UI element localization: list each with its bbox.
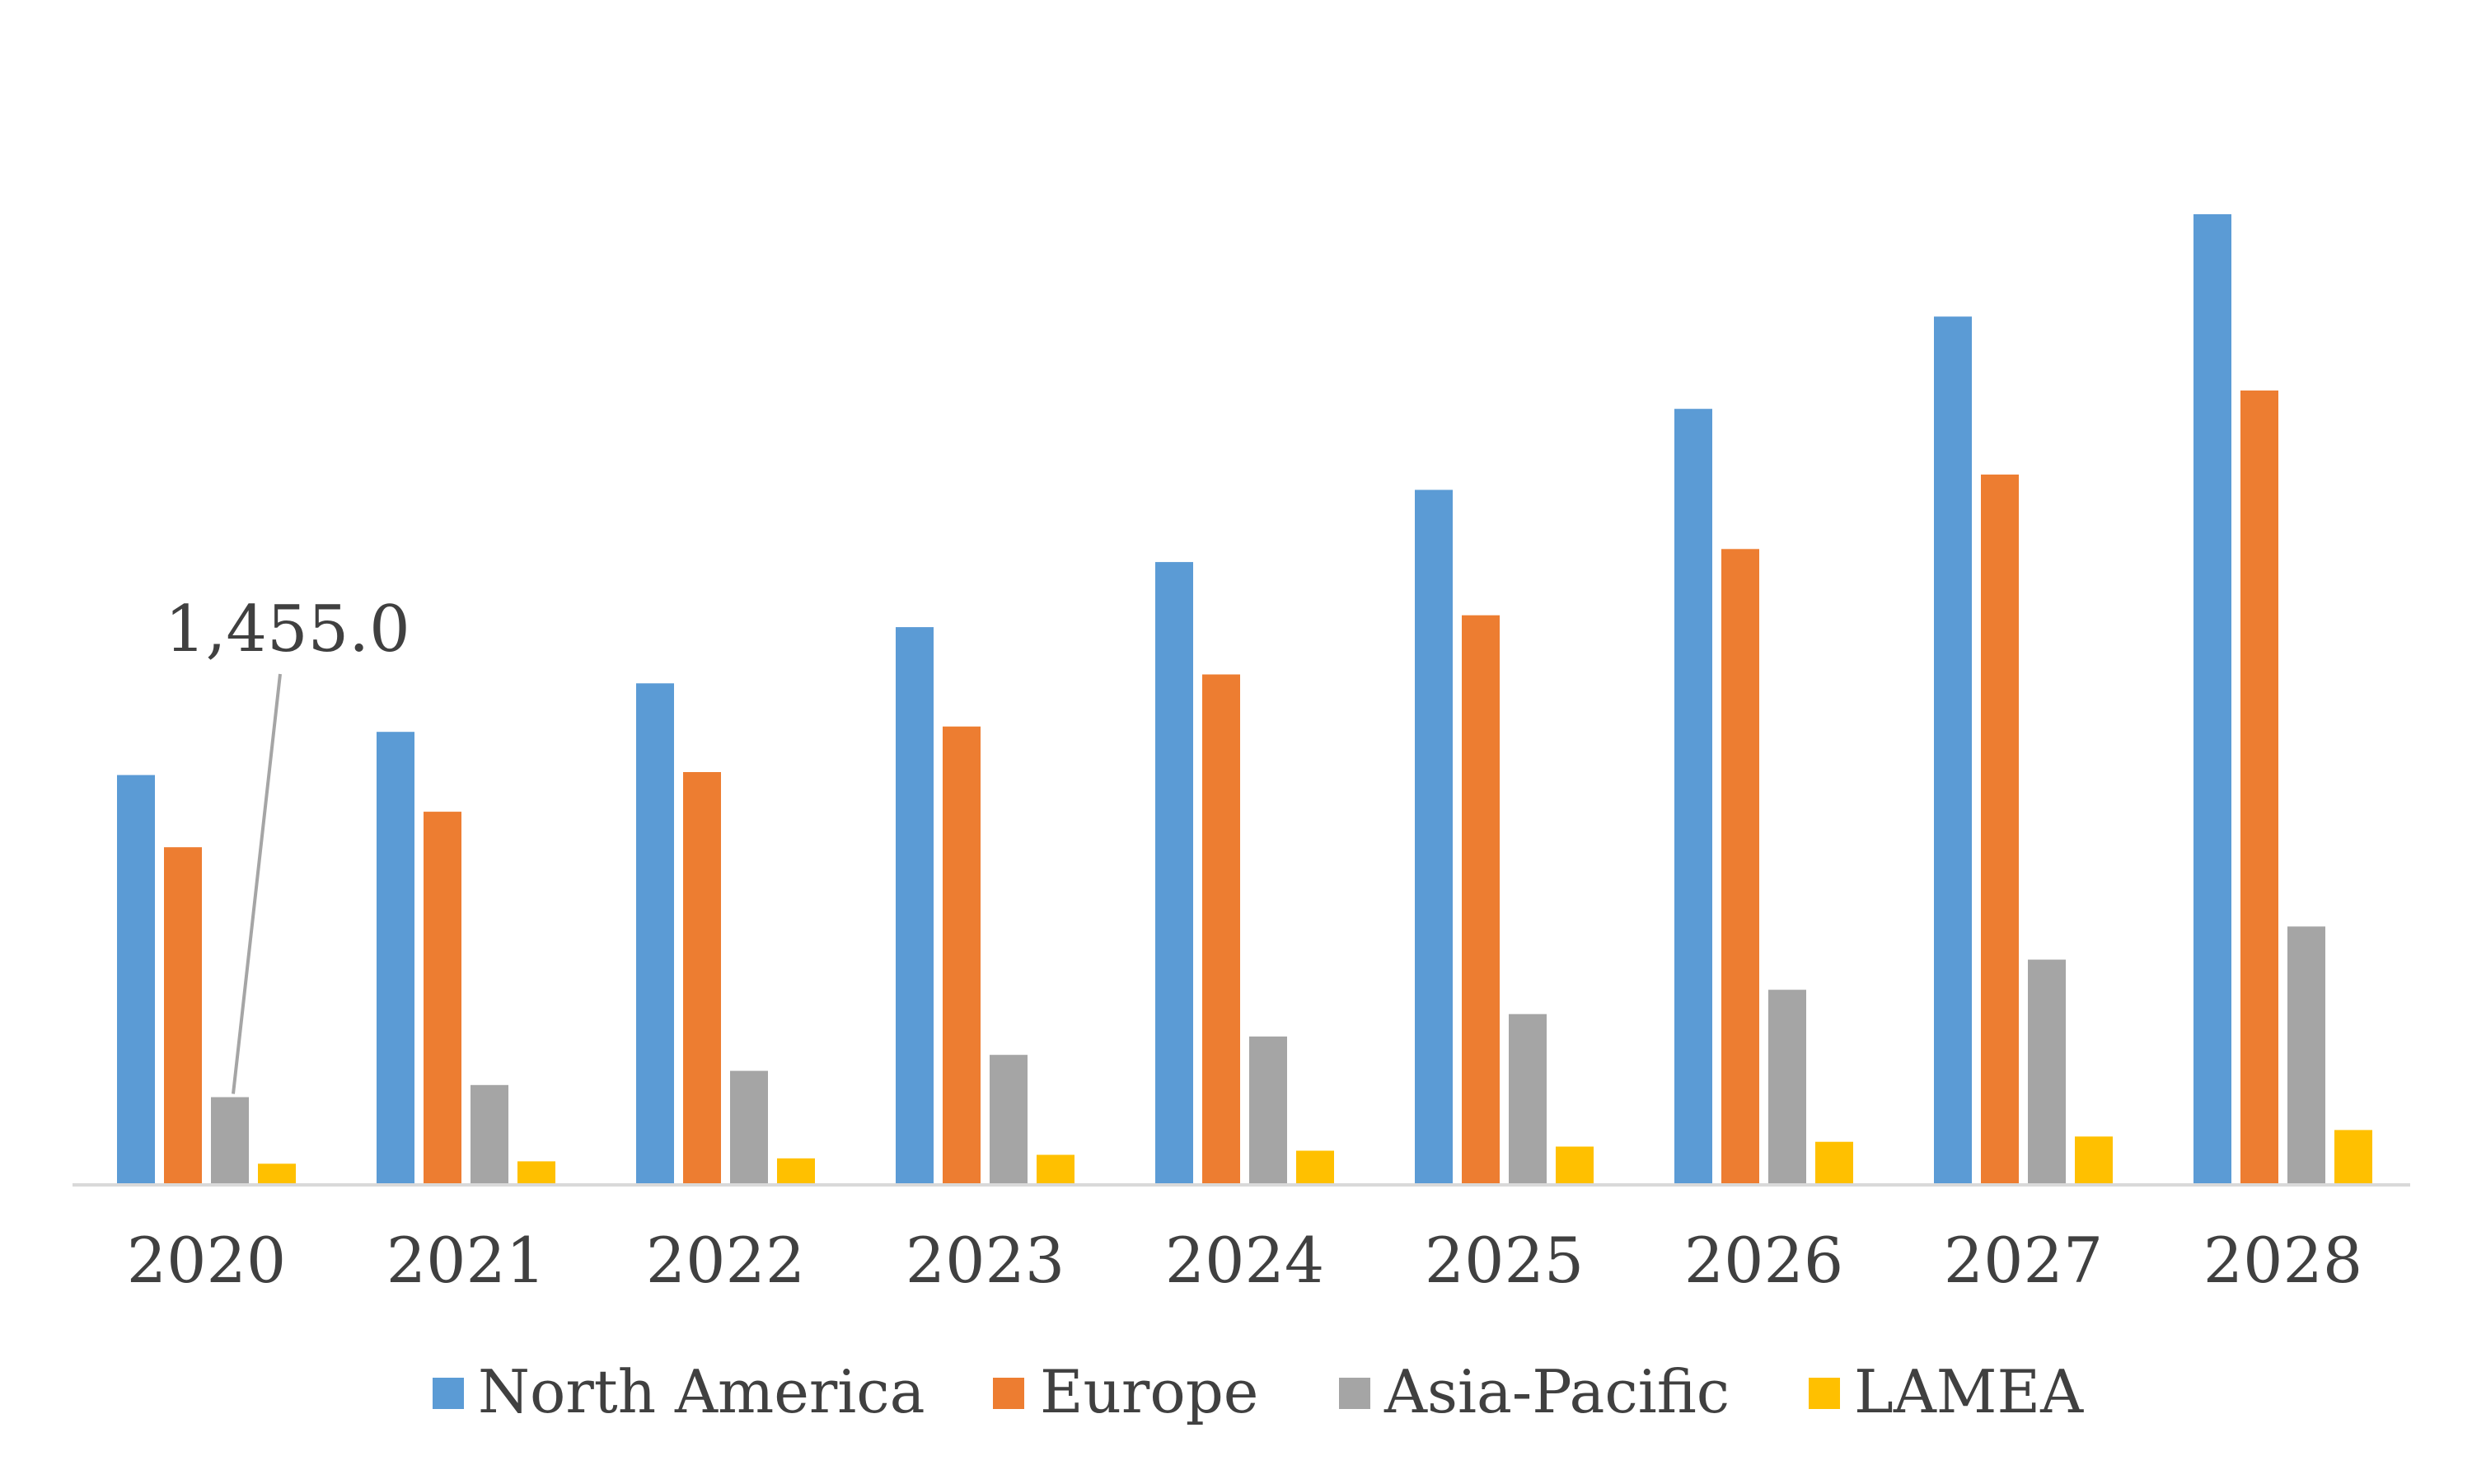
legend: North America Europe Asia-Pacific LAMEA xyxy=(433,1357,2084,1426)
bar-asia-pacific-2023 xyxy=(990,1055,1028,1183)
bar-lamea-2020 xyxy=(258,1163,296,1183)
bar-lamea-2023 xyxy=(1037,1154,1074,1183)
legend-label-lamea: LAMEA xyxy=(1854,1357,2084,1426)
x-tick-label-2027: 2027 xyxy=(1944,1224,2103,1297)
bar-asia-pacific-2020 xyxy=(211,1097,249,1183)
bar-lamea-2022 xyxy=(777,1158,815,1183)
data-label-asia-pacific-2020: 1,455.0 xyxy=(165,592,410,667)
x-tick-labels: 2020 2021 2022 2023 2024 2025 2026 2027 2028 xyxy=(127,1224,2362,1297)
bar-lamea-2024 xyxy=(1296,1150,1334,1183)
x-tick-label-2022: 2022 xyxy=(646,1224,805,1297)
bar-europe-2021 xyxy=(424,812,461,1183)
legend-label-europe: Europe xyxy=(1040,1357,1258,1426)
bar-north-america-2021 xyxy=(377,732,414,1183)
bar-europe-2020 xyxy=(164,847,202,1183)
data-label-leader-line xyxy=(232,673,282,1094)
bar-lamea-2021 xyxy=(517,1161,555,1183)
legend-item-asia-pacific: Asia-Pacific xyxy=(1339,1357,1730,1426)
bar-lamea-2025 xyxy=(1556,1146,1594,1183)
x-tick-label-2024: 2024 xyxy=(1165,1224,1324,1297)
bar-asia-pacific-2025 xyxy=(1509,1014,1547,1183)
bar-lamea-2026 xyxy=(1815,1141,1853,1183)
legend-label-asia-pacific: Asia-Pacific xyxy=(1383,1357,1730,1426)
data-label-layer: 1,455.0 xyxy=(165,592,410,1094)
bar-europe-2028 xyxy=(2240,390,2278,1183)
bar-asia-pacific-2022 xyxy=(730,1070,768,1183)
bar-asia-pacific-2021 xyxy=(471,1084,508,1183)
bar-north-america-2025 xyxy=(1415,489,1453,1183)
bar-europe-2023 xyxy=(943,726,981,1183)
bar-north-america-2027 xyxy=(1934,316,1972,1184)
bar-north-america-2028 xyxy=(2193,214,2231,1183)
bar-north-america-2022 xyxy=(636,683,674,1183)
x-tick-label-2021: 2021 xyxy=(386,1224,545,1297)
bar-europe-2024 xyxy=(1202,674,1240,1183)
bar-north-america-2026 xyxy=(1674,409,1712,1183)
bar-europe-2022 xyxy=(683,772,721,1183)
x-tick-label-2023: 2023 xyxy=(906,1224,1065,1297)
x-tick-label-2026: 2026 xyxy=(1684,1224,1843,1297)
legend-item-europe: Europe xyxy=(993,1357,1258,1426)
x-tick-label-2020: 2020 xyxy=(127,1224,286,1297)
legend-label-north-america: North America xyxy=(478,1357,925,1426)
legend-swatch-lamea xyxy=(1809,1378,1840,1409)
bar-north-america-2024 xyxy=(1155,562,1193,1183)
bar-europe-2026 xyxy=(1721,549,1759,1183)
legend-swatch-asia-pacific xyxy=(1339,1378,1370,1409)
x-tick-label-2025: 2025 xyxy=(1425,1224,1584,1297)
bar-europe-2027 xyxy=(1981,474,2019,1183)
bar-lamea-2028 xyxy=(2334,1130,2372,1183)
bar-north-america-2020 xyxy=(117,775,155,1183)
bar-asia-pacific-2026 xyxy=(1768,990,1806,1183)
bar-europe-2025 xyxy=(1462,615,1500,1183)
bars-layer xyxy=(117,214,2372,1184)
bar-north-america-2023 xyxy=(896,627,934,1183)
bar-lamea-2027 xyxy=(2075,1136,2113,1183)
legend-item-lamea: LAMEA xyxy=(1809,1357,2084,1426)
x-tick-label-2028: 2028 xyxy=(2203,1224,2362,1297)
bar-asia-pacific-2024 xyxy=(1249,1036,1287,1183)
legend-item-north-america: North America xyxy=(433,1357,925,1426)
bar-asia-pacific-2028 xyxy=(2287,926,2325,1183)
legend-swatch-north-america xyxy=(433,1378,464,1409)
legend-swatch-europe xyxy=(993,1378,1024,1409)
bar-asia-pacific-2027 xyxy=(2028,959,2066,1183)
